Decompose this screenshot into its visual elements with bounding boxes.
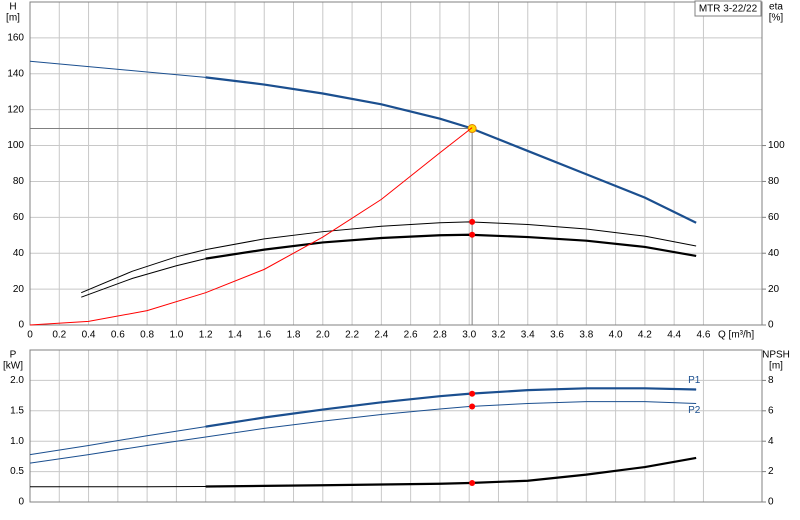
x-tick-label: 1.2: [199, 330, 213, 341]
y-tick-label: 120: [7, 104, 24, 115]
x-tick-label: 2.8: [433, 330, 447, 341]
y-tick-label: 0: [18, 497, 24, 508]
x-tick-label: 4.4: [667, 330, 681, 341]
curve: [29, 401, 697, 464]
duty-point: [467, 124, 477, 134]
x-tick-label: 2.2: [345, 330, 359, 341]
curve-emphasis: [205, 456, 697, 488]
x-tick-label: 1.0: [169, 330, 183, 341]
y2-tick-label: 0: [768, 320, 774, 331]
title-box: [694, 0, 762, 17]
y2-axis-label: NPSH: [762, 350, 790, 361]
y-tick-label: 60: [13, 212, 25, 223]
plot-frame: [29, 1, 763, 326]
y2-axis-unit: [m]: [769, 361, 783, 372]
y2-axis-label: eta: [769, 2, 783, 13]
y2-tick-label: 6: [768, 405, 774, 416]
y2-tick-label: 4: [768, 436, 774, 447]
curve: [29, 60, 697, 224]
duty-point: [469, 403, 476, 410]
y-tick-label: 20: [13, 284, 25, 295]
y2-tick-label: 80: [768, 176, 780, 187]
y2-tick-label: 60: [768, 212, 780, 223]
curve-emphasis: [205, 387, 697, 428]
x-tick-label: 1.4: [228, 330, 242, 341]
x-tick-label: 4.0: [609, 330, 623, 341]
duty-point: [469, 480, 476, 486]
y2-tick-label: 0: [768, 497, 774, 508]
duty-point: [469, 231, 476, 238]
y2-tick-label: 20: [768, 284, 780, 295]
y-axis-label: P: [10, 350, 17, 361]
y-tick-label: 1.0: [10, 436, 24, 447]
curve: [29, 127, 473, 326]
x-tick-label: 3.4: [521, 330, 535, 341]
series-label: P2: [688, 405, 701, 416]
y2-tick-label: 100: [768, 140, 785, 151]
x-tick-label: 1.6: [257, 330, 271, 341]
curve: [81, 221, 697, 294]
y-axis-unit: [kW]: [3, 361, 23, 372]
curve-emphasis: [205, 76, 697, 224]
x-tick-label: 0.2: [52, 330, 66, 341]
y2-tick-label: 2: [768, 466, 774, 477]
x-tick-label: 0.4: [82, 330, 96, 341]
y-tick-label: 0.5: [10, 466, 24, 477]
x-tick-label: 4.2: [638, 330, 652, 341]
y-tick-label: 80: [13, 176, 25, 187]
series-label: P1: [688, 375, 701, 386]
x-tick-label: 3.0: [462, 330, 476, 341]
curve-emphasis: [205, 233, 697, 260]
x-tick-label: 0.6: [111, 330, 125, 341]
x-tick-label: 3.8: [579, 330, 593, 341]
y-tick-label: 40: [13, 248, 25, 259]
y-axis-label: H: [9, 2, 16, 13]
x-tick-label: 3.2: [492, 330, 506, 341]
x-axis-label: Q [m³/h]: [718, 330, 754, 341]
x-tick-label: 1.8: [287, 330, 301, 341]
x-tick-label: 0: [27, 330, 33, 341]
duty-point: [469, 390, 476, 397]
curve: [29, 387, 697, 456]
y-tick-label: 2.0: [10, 375, 24, 386]
chart-title: MTR 3-22/22: [699, 4, 758, 15]
x-tick-label: 3.6: [550, 330, 564, 341]
y-tick-label: 140: [7, 68, 24, 79]
y-tick-label: 0: [18, 320, 24, 331]
y2-tick-label: 8: [768, 375, 774, 386]
x-tick-label: 2.4: [374, 330, 388, 341]
y-tick-label: 160: [7, 33, 24, 44]
y2-tick-label: 40: [768, 248, 780, 259]
duty-point: [469, 218, 476, 225]
y-tick-label: 100: [7, 140, 24, 151]
x-tick-label: 4.6: [696, 330, 710, 341]
curve: [81, 234, 697, 298]
x-tick-label: 0.8: [140, 330, 154, 341]
y2-axis-unit: [%]: [769, 13, 784, 24]
plot-frame: [29, 349, 763, 503]
y-axis-unit: [m]: [6, 13, 20, 24]
y-tick-label: 1.5: [10, 405, 24, 416]
x-tick-label: 2.6: [404, 330, 418, 341]
x-tick-label: 2.0: [316, 330, 330, 341]
